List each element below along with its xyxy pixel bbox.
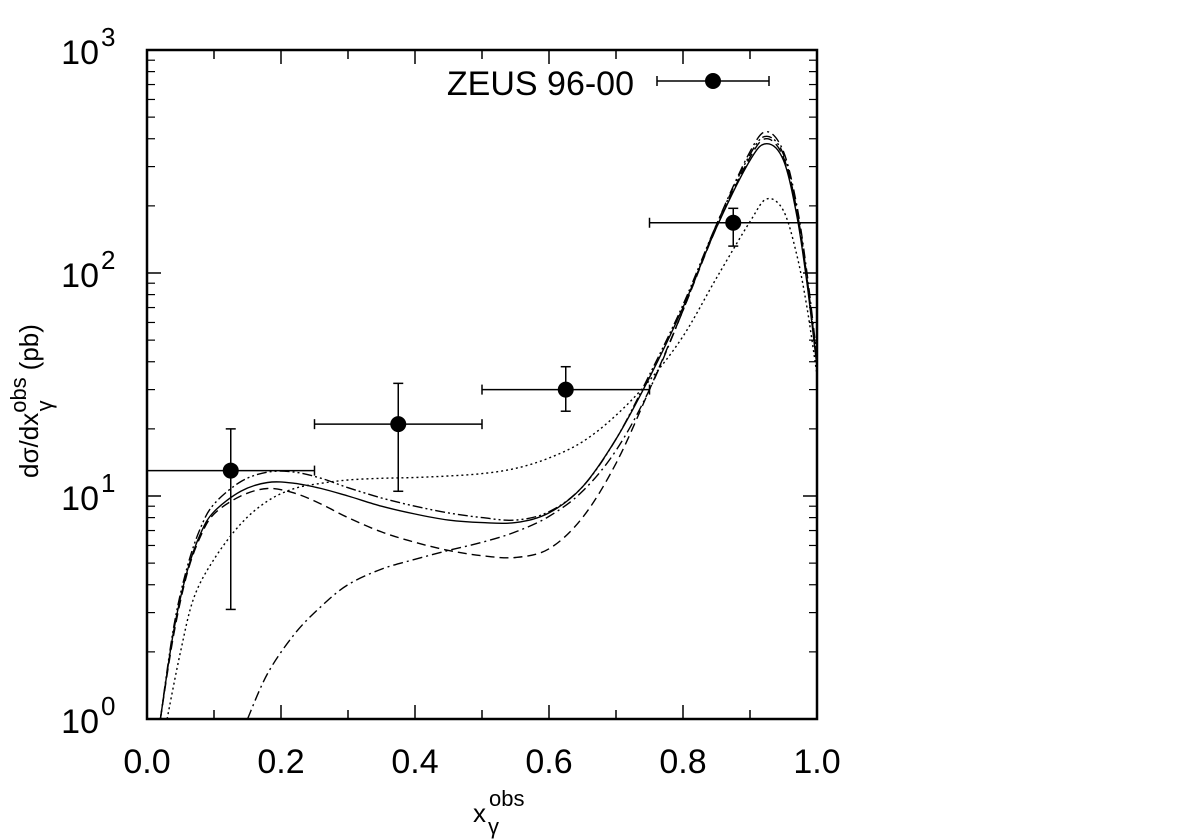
y-axis-title: dσ/dxobsγ (pb)	[6, 324, 57, 478]
data-point	[146, 428, 316, 611]
x-axis-title-sup: obs	[489, 786, 524, 811]
x-tick-label: 1.0	[793, 743, 840, 781]
data-marker	[390, 416, 407, 433]
y-tick-label: 10	[61, 34, 99, 72]
y-tick-label: 10	[61, 480, 99, 518]
curve-solid	[159, 142, 817, 719]
data-point	[481, 365, 651, 412]
legend: ZEUS 96-00	[447, 65, 770, 103]
data-point	[648, 207, 818, 247]
y-axis-title-sup: obs	[6, 377, 31, 412]
curve-dotted	[166, 197, 817, 719]
x-tick-label: 0.4	[391, 743, 438, 781]
data-marker	[725, 214, 742, 231]
legend-marker	[705, 73, 721, 89]
x-tick-label: 0.6	[525, 743, 572, 781]
x-axis-title-sub: γ	[488, 814, 499, 839]
y-tick-label-exp: 3	[101, 22, 115, 52]
plot-frame	[145, 48, 819, 721]
y-tick-label: 10	[61, 703, 99, 741]
y-tick-label-exp: 0	[101, 691, 115, 721]
curve-dashdot	[246, 130, 817, 719]
x-tick-label: 0.0	[123, 743, 170, 781]
curve-dashdotdot	[159, 135, 817, 719]
data-marker	[557, 381, 574, 398]
data-marker	[222, 462, 239, 479]
y-axis-title-sub: γ	[32, 400, 57, 411]
x-axis-title-main: x	[473, 798, 486, 828]
curve-dashed	[159, 137, 817, 719]
x-tick-label: 0.8	[659, 743, 706, 781]
y-tick-label: 10	[61, 257, 99, 295]
y-tick-label-exp: 1	[101, 468, 115, 498]
y-tick-label-exp: 2	[101, 245, 115, 275]
data-point	[313, 382, 483, 493]
svg-text:dσ/dxobsγ(pb): dσ/dxobsγ (pb)	[6, 324, 57, 478]
legend-label: ZEUS 96-00	[447, 65, 634, 103]
x-axis-title: x obs γ	[473, 786, 524, 839]
y-axis-title-main: dσ/dx	[14, 413, 44, 478]
y-axis-title-unit: (pb)	[14, 324, 44, 370]
x-tick-label: 0.2	[257, 743, 304, 781]
